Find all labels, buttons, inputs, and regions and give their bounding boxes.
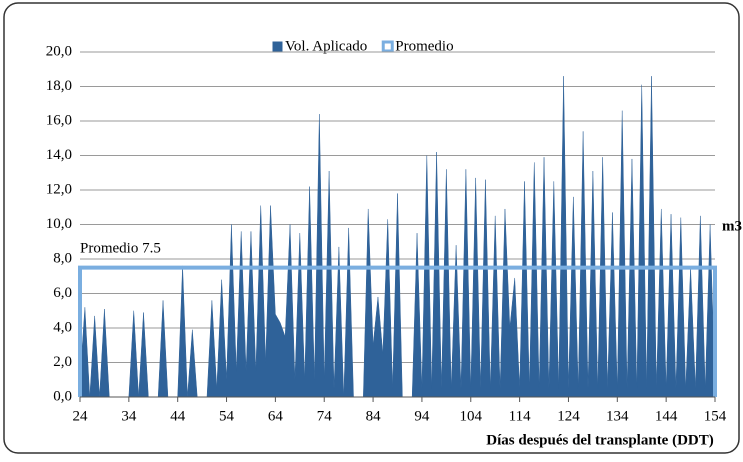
y-tick-label: 16,0: [46, 112, 72, 128]
y-tick-label: 20,0: [46, 43, 72, 59]
y-tick-label: 8,0: [53, 250, 72, 266]
y-tick-label: 4,0: [53, 319, 72, 335]
x-tick-label: 54: [219, 408, 235, 424]
x-tick-label: 74: [317, 408, 333, 424]
x-tick-label: 124: [557, 408, 580, 424]
average-series: [78, 265, 717, 397]
x-tick-label: 144: [655, 408, 678, 424]
legend-swatch: [381, 40, 394, 53]
x-tick-label: 134: [606, 408, 629, 424]
x-tick-label: 154: [704, 408, 727, 424]
y-axis-title: m3: [722, 218, 742, 234]
x-tick-label: 104: [460, 408, 483, 424]
x-tick-label: 24: [73, 408, 89, 424]
x-tick-label: 44: [170, 408, 186, 424]
x-axis-title: Días después del transplante (DDT): [486, 432, 714, 448]
y-tick-label: 10,0: [46, 216, 72, 232]
y-tick-label: 0,0: [53, 388, 72, 404]
y-tick-label: 12,0: [46, 181, 72, 197]
x-tick-label: 84: [366, 408, 382, 424]
x-tick-label: 114: [509, 408, 531, 424]
y-tick-label: 14,0: [46, 147, 72, 163]
y-tick-label: 2,0: [53, 354, 72, 370]
x-tick-label: 34: [121, 408, 137, 424]
x-tick-label: 94: [414, 408, 430, 424]
y-tick-label: 18,0: [46, 78, 72, 94]
legend-swatch: [272, 41, 283, 52]
legend-label: Promedio: [395, 38, 453, 54]
x-tick-label: 64: [268, 408, 284, 424]
y-tick-label: 6,0: [53, 285, 72, 301]
legend: Vol. Aplicado Promedio: [272, 38, 454, 54]
annotation: Promedio 7.5: [80, 240, 161, 256]
legend-label: Vol. Aplicado: [285, 38, 367, 54]
